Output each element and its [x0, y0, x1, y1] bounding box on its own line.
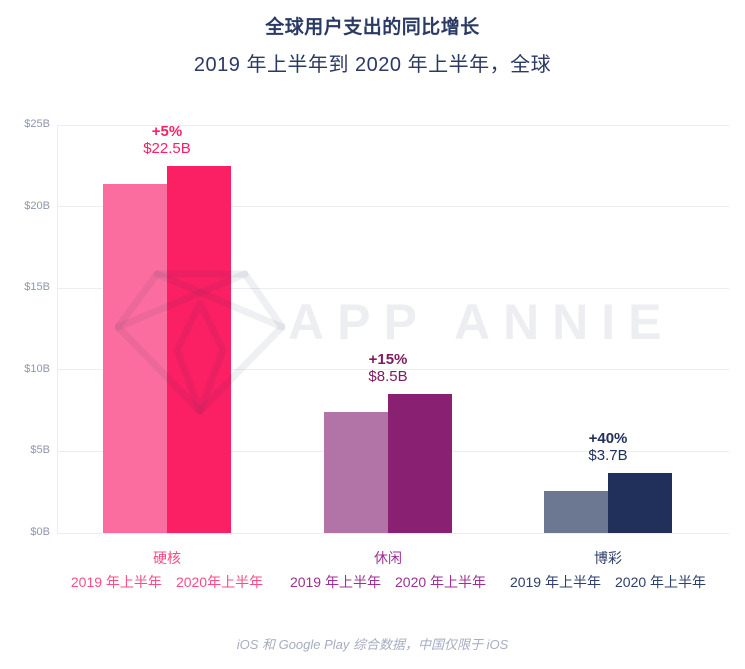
x-axis-group-label-hardcore: 硬核 2019 年上半年 2020年上半年	[53, 548, 281, 592]
y-axis-tick-label: $25B	[24, 118, 50, 130]
x-axis-group-label-casino: 博彩 2019 年上半年 2020 年上半年	[494, 548, 722, 592]
bar-casual-2019	[324, 412, 388, 533]
period-label: 2019 年上半年	[70, 574, 162, 590]
chart-header: 全球用户支出的同比增长 2019 年上半年到 2020 年上半年，全球	[0, 12, 745, 77]
category-label: 博彩	[594, 550, 622, 566]
x-axis-group-label-casual: 休闲 2019 年上半年 2020 年上半年	[274, 548, 502, 592]
bar-hardcore-2019	[103, 183, 167, 533]
annotation-casual: +15% $8.5B	[288, 351, 488, 385]
y-axis-tick-label: $5B	[30, 444, 50, 457]
value-label: $3.7B	[588, 446, 628, 464]
period-label: 2020年上半年	[175, 574, 264, 590]
gridline-25b	[57, 124, 729, 126]
period-label: 2020 年上半年	[395, 574, 487, 590]
y-axis-tick-label: $10B	[24, 362, 50, 375]
bar-casino-2019	[544, 490, 608, 533]
value-label: $8.5B	[368, 368, 408, 386]
annotation-hardcore: +5% $22.5B	[67, 123, 267, 157]
chart-title: 全球用户支出的同比增长	[265, 17, 480, 38]
gridline-10b	[57, 369, 729, 371]
category-label: 休闲	[374, 550, 402, 566]
gridline-20b	[57, 206, 729, 208]
gridline-0b	[57, 532, 729, 534]
category-label: 硬核	[153, 550, 181, 566]
gridline-15b	[57, 287, 729, 289]
growth-percent-label: +5%	[151, 122, 183, 140]
source-note: iOS 和 Google Play 综合数据，中国仅限于 iOS	[236, 637, 509, 652]
bar-casino-2020	[608, 472, 672, 533]
period-label: 2019 年上半年	[509, 574, 601, 590]
annotation-casino: +40% $3.7B	[508, 430, 708, 464]
period-label: 2020 年上半年	[615, 574, 707, 590]
bar-casual-2020	[388, 394, 452, 533]
y-axis-line	[57, 125, 58, 533]
chart-subtitle: 2019 年上半年到 2020 年上半年，全球	[193, 54, 552, 76]
y-axis-tick-label: $20B	[24, 199, 50, 212]
y-axis-tick-label: $0B	[30, 526, 50, 538]
growth-percent-label: +15%	[368, 351, 408, 369]
period-label: 2019 年上半年	[289, 574, 381, 590]
y-axis-tick-label: $15B	[24, 281, 50, 294]
growth-percent-label: +40%	[588, 429, 628, 447]
bar-hardcore-2020	[167, 165, 231, 533]
value-label: $22.5B	[143, 139, 191, 157]
